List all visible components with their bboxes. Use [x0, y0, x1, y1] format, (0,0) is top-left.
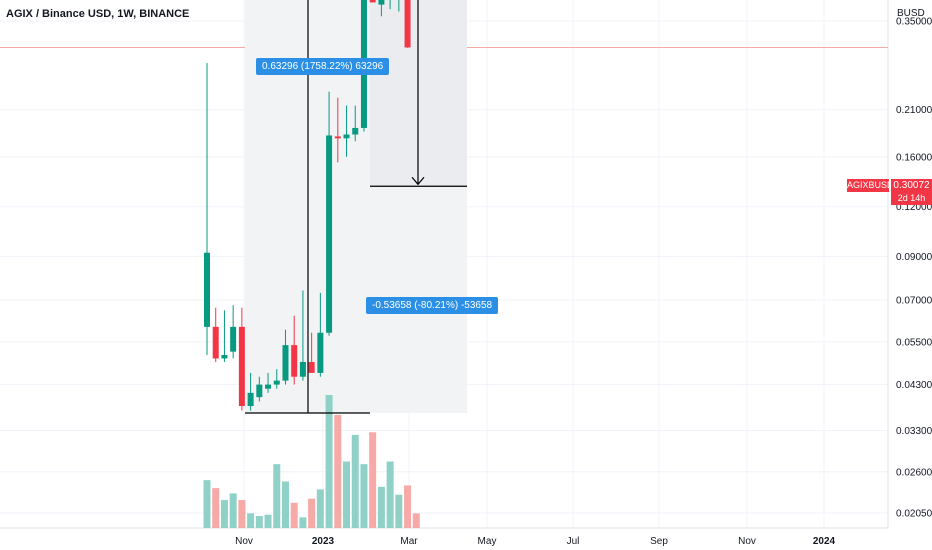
time-axis: Nov 2023 Mar May Jul Sep Nov 2024	[235, 536, 835, 547]
candle-body	[247, 392, 254, 407]
candle-body	[221, 355, 228, 359]
volume-bar	[264, 514, 272, 528]
candle-body	[404, 0, 411, 48]
measure-down-label: -0.53658 (-80.21%) -53658	[366, 297, 499, 314]
candle-countdown: 2d 14h	[897, 193, 926, 203]
candle-body	[378, 0, 385, 5]
price-tick-label: 0.07000	[896, 296, 932, 307]
time-tick-label: May	[478, 536, 497, 547]
volume-bar	[308, 498, 316, 528]
volume-bar	[360, 464, 368, 528]
volume-bar	[334, 414, 342, 528]
candle-body	[369, 0, 376, 3]
volume-bar	[377, 486, 385, 528]
price-tick-label: 0.03300	[896, 426, 932, 437]
time-tick-label: Jul	[567, 536, 580, 547]
candle-body	[308, 361, 315, 373]
candle-body	[352, 127, 359, 135]
candle-body	[256, 384, 263, 398]
volume-bar	[238, 500, 246, 528]
volume-bar	[412, 513, 420, 528]
last-price-value: 0.30072	[893, 180, 930, 191]
candle-body	[230, 326, 237, 352]
time-tick-label: Mar	[400, 536, 418, 547]
candle-body	[326, 135, 333, 333]
price-tick-label: 0.12000	[896, 202, 932, 213]
volume-bar	[229, 493, 237, 528]
time-tick-label: Sep	[650, 536, 668, 547]
time-tick-label: Nov	[235, 536, 253, 547]
last-price-tag: 0.30072 2d 14h	[891, 179, 932, 205]
measure-up-label: 0.63296 (1758.22%) 63296	[256, 58, 390, 75]
time-tick-label: 2023	[312, 536, 335, 547]
price-tick-label: 0.16000	[896, 152, 932, 163]
volume-bar	[316, 489, 324, 528]
volume-bar	[343, 461, 351, 528]
price-tick-label: 0.04300	[896, 380, 932, 391]
price-axis: 1.000000.800000.600000.450000.350000.210…	[896, 17, 932, 520]
volume-bar	[290, 502, 298, 528]
candle-body	[204, 252, 210, 327]
volume-bar	[220, 500, 228, 528]
price-tick-label: 0.21000	[896, 105, 932, 116]
symbol-tag: AGIXBUSD	[847, 179, 894, 192]
candle-body	[238, 326, 245, 407]
currency-label: BUSD	[897, 8, 925, 19]
price-tick-label: 0.05500	[896, 337, 932, 348]
volume-bar	[255, 516, 263, 528]
volume-bar	[247, 513, 255, 528]
price-tick-label: 0.02600	[896, 467, 932, 478]
volume-bar	[281, 481, 289, 528]
candle-body	[334, 136, 341, 139]
candle-body	[265, 384, 272, 389]
price-tick-label: 0.09000	[896, 252, 932, 263]
candle-body	[291, 345, 298, 377]
volume-bar	[404, 485, 412, 528]
candle-body	[212, 326, 219, 359]
volume-bar	[351, 434, 359, 528]
candle-body	[273, 380, 280, 385]
volume-bar	[386, 461, 394, 528]
volume-bar	[325, 395, 333, 528]
candle-body	[299, 361, 306, 377]
volume-bar	[299, 517, 307, 528]
measure-lines	[245, 0, 467, 414]
measure-down-arrowhead	[411, 176, 425, 186]
price-tick-label: 0.02050	[896, 509, 932, 520]
chart-title: AGIX / Binance USD, 1W, BINANCE	[6, 8, 190, 20]
volume-bar	[395, 494, 403, 528]
candle-body	[282, 345, 289, 381]
volume-bar	[212, 488, 220, 528]
time-tick-label: 2024	[813, 536, 836, 547]
price-tick-label: 0.35000	[896, 17, 932, 28]
candle-body	[343, 134, 350, 139]
volume-bar	[273, 464, 281, 528]
candle-body	[317, 332, 324, 373]
time-tick-label: Nov	[738, 536, 756, 547]
volume-bars	[203, 395, 420, 528]
volume-bar	[369, 432, 377, 528]
volume-bar	[203, 480, 211, 528]
